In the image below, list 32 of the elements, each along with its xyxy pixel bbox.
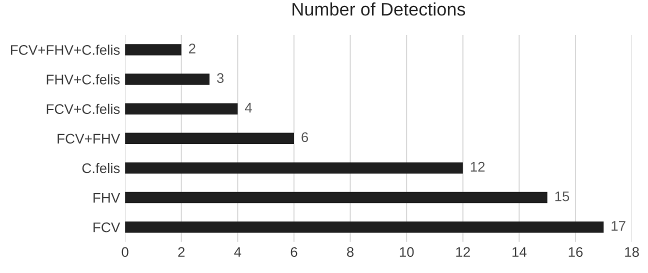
bar	[125, 162, 463, 174]
y-tick-label: FHV+C.felis	[46, 74, 120, 84]
y-tick-label: FCV+C.felis	[46, 104, 120, 114]
x-tick-label: 6	[290, 247, 298, 257]
data-label: 12	[470, 162, 485, 172]
chart-title: Number of Detections	[292, 2, 466, 16]
x-tick-label: 0	[122, 247, 128, 257]
data-label: 2	[189, 44, 196, 54]
x-tick-label: 16	[568, 247, 583, 257]
bar	[125, 132, 294, 144]
data-label: 4	[244, 102, 252, 112]
bar	[125, 103, 238, 114]
x-tick-label: 18	[625, 247, 639, 257]
data-label: 15	[555, 192, 570, 202]
bar	[125, 44, 182, 56]
y-tick-label: FHV	[94, 193, 120, 203]
x-tick-label: 2	[178, 247, 185, 257]
x-tick-label: 12	[456, 247, 470, 257]
y-tick-label: C.felis	[82, 162, 120, 174]
data-label: 17	[612, 221, 626, 231]
y-tick-label: FCV+FHV+C.felis	[10, 44, 120, 55]
bar	[125, 192, 548, 204]
y-tick-label: FCV+FHV	[58, 134, 120, 144]
x-tick-label: 14	[512, 247, 527, 257]
x-tick-label: 10	[400, 247, 414, 257]
bar	[125, 221, 604, 233]
y-tick-label: FCV	[94, 222, 120, 232]
data-label: 6	[302, 132, 308, 142]
x-tick-label: 4	[234, 247, 242, 257]
x-tick-label: 8	[347, 247, 354, 257]
data-label: 3	[216, 73, 224, 84]
bar	[125, 74, 210, 85]
